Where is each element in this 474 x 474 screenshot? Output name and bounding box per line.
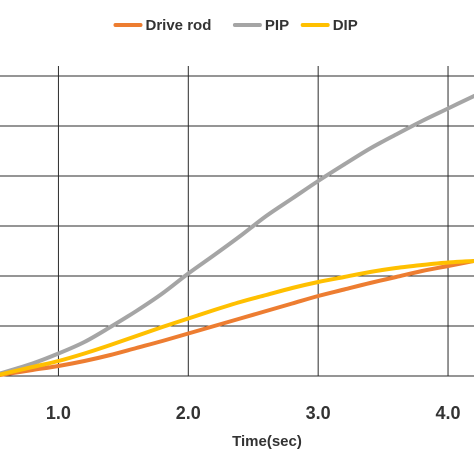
x-tick-label: 2.0 [176, 403, 201, 423]
series-line-drive-rod [0, 259, 474, 377]
x-tick-label: 3.0 [306, 403, 331, 423]
series-line-pip [0, 94, 474, 376]
x-tick-label: 1.0 [46, 403, 71, 423]
grid-layer [0, 66, 474, 377]
series-line-dip [0, 259, 474, 377]
series-layer [0, 94, 474, 377]
x-tick-labels: 1.0 2.0 3.0 4.0 [46, 403, 461, 423]
x-tick-label: 4.0 [436, 403, 461, 423]
legend: Drive rod PIP DIP [113, 17, 358, 34]
x-axis-title: Time(sec) [232, 433, 302, 450]
legend-label-pip: PIP [265, 17, 289, 34]
legend-label-drive-rod: Drive rod [146, 17, 212, 34]
legend-label-dip: DIP [333, 17, 358, 34]
